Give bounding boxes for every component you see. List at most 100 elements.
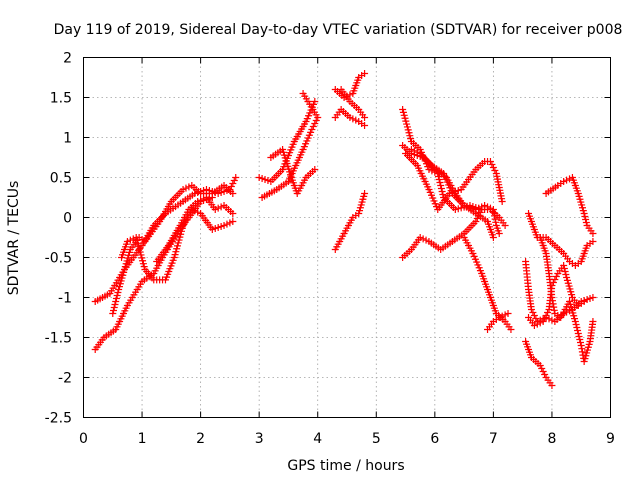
data-point [548, 282, 556, 289]
series-track-21 [525, 210, 597, 269]
x-axis-label: GPS time / hours [287, 458, 404, 474]
series-track-3 [109, 182, 237, 317]
data-point [489, 234, 497, 241]
data-point [576, 336, 584, 343]
data-point [539, 368, 547, 375]
data-point [552, 273, 560, 280]
plot-frame [83, 57, 611, 418]
data-point [589, 318, 597, 325]
data-point [582, 219, 590, 226]
series-track-18 [460, 234, 515, 333]
data-point [580, 210, 588, 217]
y-tick-label: 0 [63, 211, 72, 227]
data-point [308, 126, 316, 133]
x-tick-label: 1 [138, 431, 147, 447]
x-tick-label: 7 [489, 431, 498, 447]
data-point [495, 230, 503, 237]
data-point [589, 294, 597, 301]
data-point [229, 218, 237, 225]
data-point [536, 362, 544, 369]
data-point [361, 190, 369, 197]
x-tick-label: 4 [313, 431, 322, 447]
data-point [589, 230, 597, 237]
data-point [472, 218, 480, 225]
data-point [544, 309, 552, 316]
data-point [112, 298, 120, 305]
data-point [501, 222, 509, 229]
data-point [229, 180, 237, 187]
series-track-11 [337, 86, 369, 121]
series-track-10 [331, 106, 369, 129]
data-point [562, 271, 570, 278]
data-point [575, 333, 583, 340]
x-tick-label: 2 [196, 431, 205, 447]
data-point [581, 213, 589, 220]
y-tick-label: -0.5 [45, 251, 72, 267]
data-point [560, 265, 568, 272]
y-tick-label: 0.5 [50, 171, 72, 187]
x-tick-label: 3 [255, 431, 264, 447]
data-point [539, 318, 547, 325]
data-point [561, 268, 569, 275]
x-axis: 0 1 2 3 4 5 6 7 8 9 [79, 57, 615, 447]
y-tick-label: -1 [58, 291, 72, 307]
data-point [435, 176, 443, 183]
series-track-8 [267, 146, 319, 197]
series-track-22 [536, 234, 597, 365]
data-point [111, 301, 119, 308]
data-point [491, 167, 499, 174]
data-point [548, 382, 556, 389]
x-tick-label: 0 [79, 431, 88, 447]
data-point [110, 307, 118, 314]
series-track-20 [542, 174, 597, 237]
x-tick-label: 6 [430, 431, 439, 447]
data-point [504, 310, 512, 317]
data-point [361, 70, 369, 77]
data-point [532, 315, 540, 322]
data-point [311, 98, 319, 105]
series-track-9 [331, 70, 369, 101]
y-tick-label: 1 [63, 131, 72, 147]
data-point [589, 238, 597, 245]
data-point [573, 324, 581, 331]
y-tick-label: -1.5 [45, 331, 72, 347]
data-point [560, 262, 568, 269]
data-point [232, 174, 240, 181]
data-point [229, 190, 237, 197]
data-point [309, 123, 317, 130]
series-track-4 [118, 206, 237, 284]
data-point [437, 182, 445, 189]
chart-title: Day 119 of 2019, Sidereal Day-to-day VTE… [54, 22, 623, 38]
y-tick-label: -2 [58, 371, 72, 387]
data-point [541, 315, 549, 322]
y-axis-label: SDTVAR / TECUs [6, 181, 22, 296]
grid-lines [83, 57, 611, 418]
series-track-5 [153, 194, 237, 265]
data-point [439, 191, 447, 198]
data-point [529, 309, 537, 316]
data-point [438, 188, 446, 195]
data-point [311, 166, 319, 173]
data-point [572, 321, 580, 328]
data-point [436, 179, 444, 186]
series-track-25 [522, 338, 556, 389]
data-point [486, 158, 494, 165]
data-point [542, 312, 550, 319]
data-point [110, 304, 118, 311]
y-axis: -2.5 -2 -1.5 -1 -0.5 0 0.5 1 1.5 2 [45, 51, 611, 427]
x-tick-label: 9 [606, 431, 615, 447]
data-point [530, 312, 538, 319]
data-point [582, 216, 590, 223]
series-track-19 [484, 310, 512, 333]
data-point [576, 339, 584, 346]
data-point [475, 212, 483, 219]
data-point [230, 177, 238, 184]
data-point [109, 310, 117, 317]
series-track-24 [525, 262, 588, 329]
data-point [538, 365, 546, 372]
y-tick-label: 1.5 [50, 91, 72, 107]
data-point [498, 198, 506, 205]
data-point [549, 279, 557, 286]
data-point [574, 327, 582, 334]
